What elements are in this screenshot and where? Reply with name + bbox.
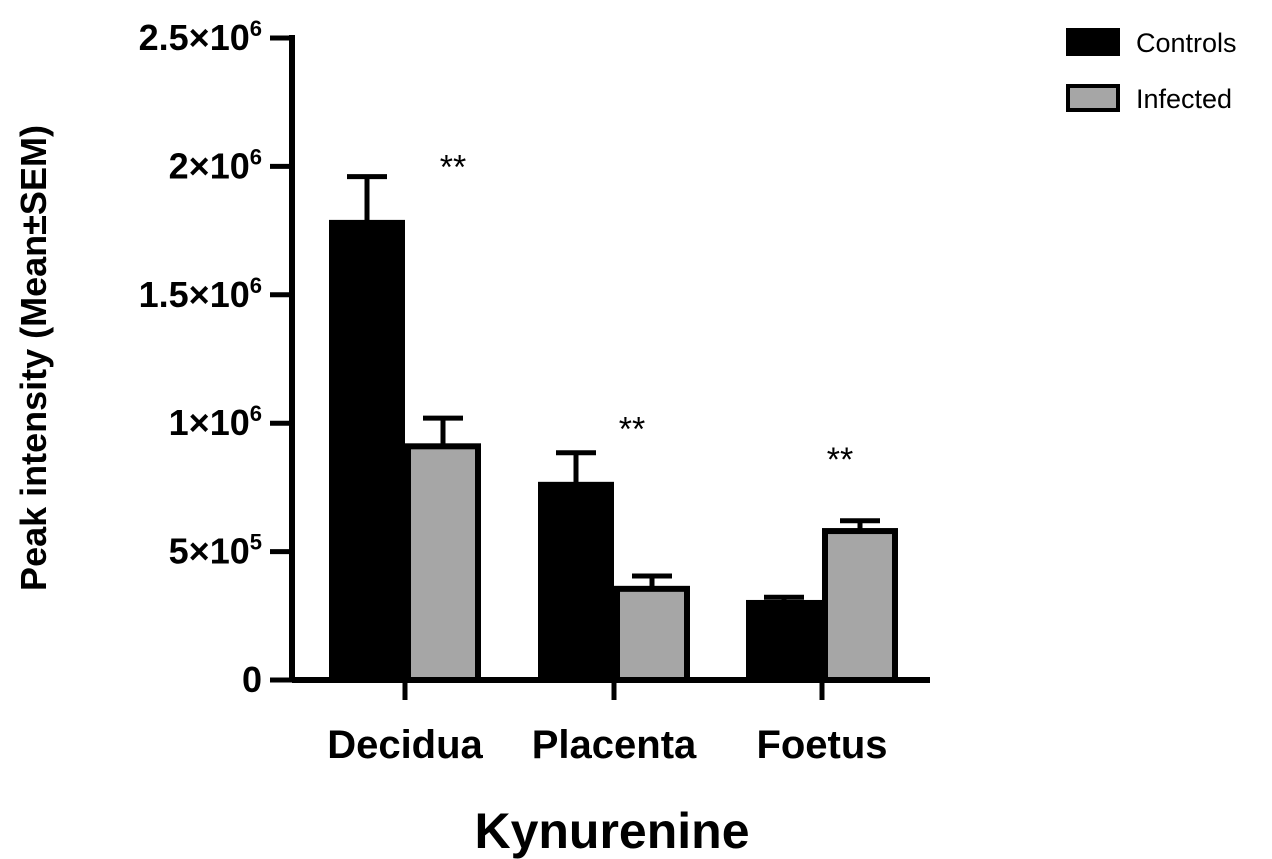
y-tick-exponent: 6 [250, 273, 262, 298]
x-tick-label: Foetus [756, 723, 887, 767]
significance-marker: ** [619, 410, 645, 448]
y-axis-title: Peak intensity (Mean±SEM) [13, 125, 54, 591]
legend: Controls Infected [1066, 28, 1237, 114]
bar-controls-placenta [538, 481, 614, 683]
significance-annotations: ** ** ** [440, 148, 853, 479]
y-tick-label: 0 [242, 659, 262, 700]
x-tick-label: Placenta [532, 723, 697, 767]
y-tick-label: 1.5×106 [139, 273, 262, 315]
legend-label-infected: Infected [1136, 84, 1232, 114]
y-tick-label: 2.5×106 [139, 16, 262, 58]
legend-swatch-infected [1066, 84, 1120, 112]
y-tick-label: 1×106 [169, 401, 262, 443]
y-tick-exponent: 6 [250, 16, 262, 41]
bar-controls-decidua [329, 219, 405, 683]
legend-swatch-controls [1066, 28, 1120, 56]
y-axis: 0 5×105 1×106 1.5×106 2×106 2.5×106 [139, 16, 295, 700]
y-tick-exponent: 5 [250, 530, 262, 555]
y-tick-label: 2×106 [169, 144, 262, 186]
bar-infected-placenta [614, 585, 690, 683]
y-tick-exponent: 6 [250, 401, 262, 426]
legend-label-controls: Controls [1136, 28, 1237, 58]
y-tick-exponent: 6 [250, 144, 262, 169]
y-tick-label: 5×105 [169, 530, 262, 572]
x-axis: Decidua Placenta Foetus [292, 677, 930, 767]
bars [329, 219, 898, 684]
significance-marker: ** [827, 441, 853, 479]
error-bars [347, 174, 880, 603]
bar-infected-decidua [405, 443, 481, 684]
x-tick-label: Decidua [327, 723, 483, 767]
significance-marker: ** [440, 148, 466, 186]
x-axis-title: Kynurenine [474, 803, 749, 859]
bar-controls-foetus [746, 599, 822, 684]
bar-infected-foetus [822, 528, 898, 684]
